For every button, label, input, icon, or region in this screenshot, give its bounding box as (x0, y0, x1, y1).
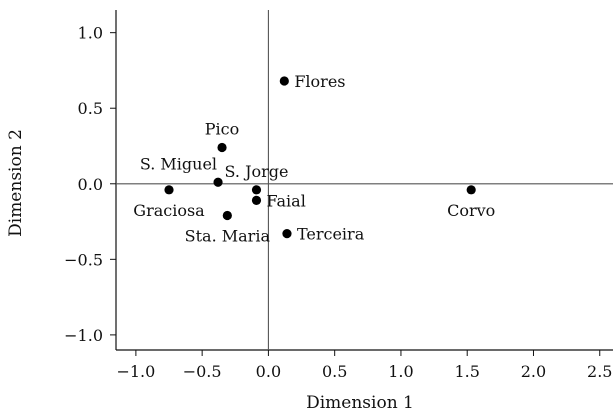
x-tick-label: 2.0 (521, 362, 546, 381)
reference-lines (116, 10, 613, 350)
x-tick-label: 1.0 (388, 362, 413, 381)
y-axis-title: Dimension 2 (6, 129, 26, 237)
y-tick-label: 0.5 (78, 99, 103, 118)
data-point-label: S. Miguel (140, 154, 217, 173)
data-point (164, 185, 174, 195)
data-point (217, 142, 227, 153)
data-point (466, 185, 476, 195)
x-tick-label: −0.5 (183, 362, 222, 381)
y-tick-label: 0.0 (78, 175, 103, 194)
data-point-label: Pico (205, 120, 239, 139)
data-point-label: Graciosa (133, 201, 205, 220)
data-point (222, 210, 232, 221)
data-points (164, 76, 476, 239)
y-tick-label: 1.0 (78, 24, 103, 43)
point-labels: Flores Pico S. Miguel S. Jorge Faial Graciosa… (133, 72, 495, 245)
x-tick-label: 2.5 (587, 362, 612, 381)
x-tick-label: 1.5 (454, 362, 479, 381)
data-point-label: Faial (266, 191, 305, 210)
data-point-label: Terceira (297, 225, 365, 244)
x-tick-label: 0.5 (322, 362, 347, 381)
x-axis-ticks: −1.0 −0.5 0.0 0.5 1.0 1.5 2.0 2.5 (116, 350, 612, 381)
y-tick-label: −0.5 (64, 250, 103, 269)
x-axis-title: Dimension 1 (306, 393, 414, 413)
data-point (282, 229, 292, 239)
axes (115, 10, 613, 351)
data-point-label: Corvo (447, 201, 495, 220)
x-tick-label: −1.0 (116, 362, 155, 381)
data-point (251, 195, 262, 205)
data-point (213, 177, 223, 187)
x-tick-label: 0.0 (256, 362, 281, 381)
data-point-label: S. Jorge (225, 162, 289, 181)
data-point-label: Sta. Maria (185, 227, 271, 246)
y-axis-ticks: 1.0 0.5 0.0 −0.5 −1.0 (64, 24, 116, 345)
data-point (279, 76, 289, 86)
y-tick-label: −1.0 (64, 326, 103, 345)
data-point (251, 185, 262, 195)
data-point-label: Flores (294, 72, 345, 91)
